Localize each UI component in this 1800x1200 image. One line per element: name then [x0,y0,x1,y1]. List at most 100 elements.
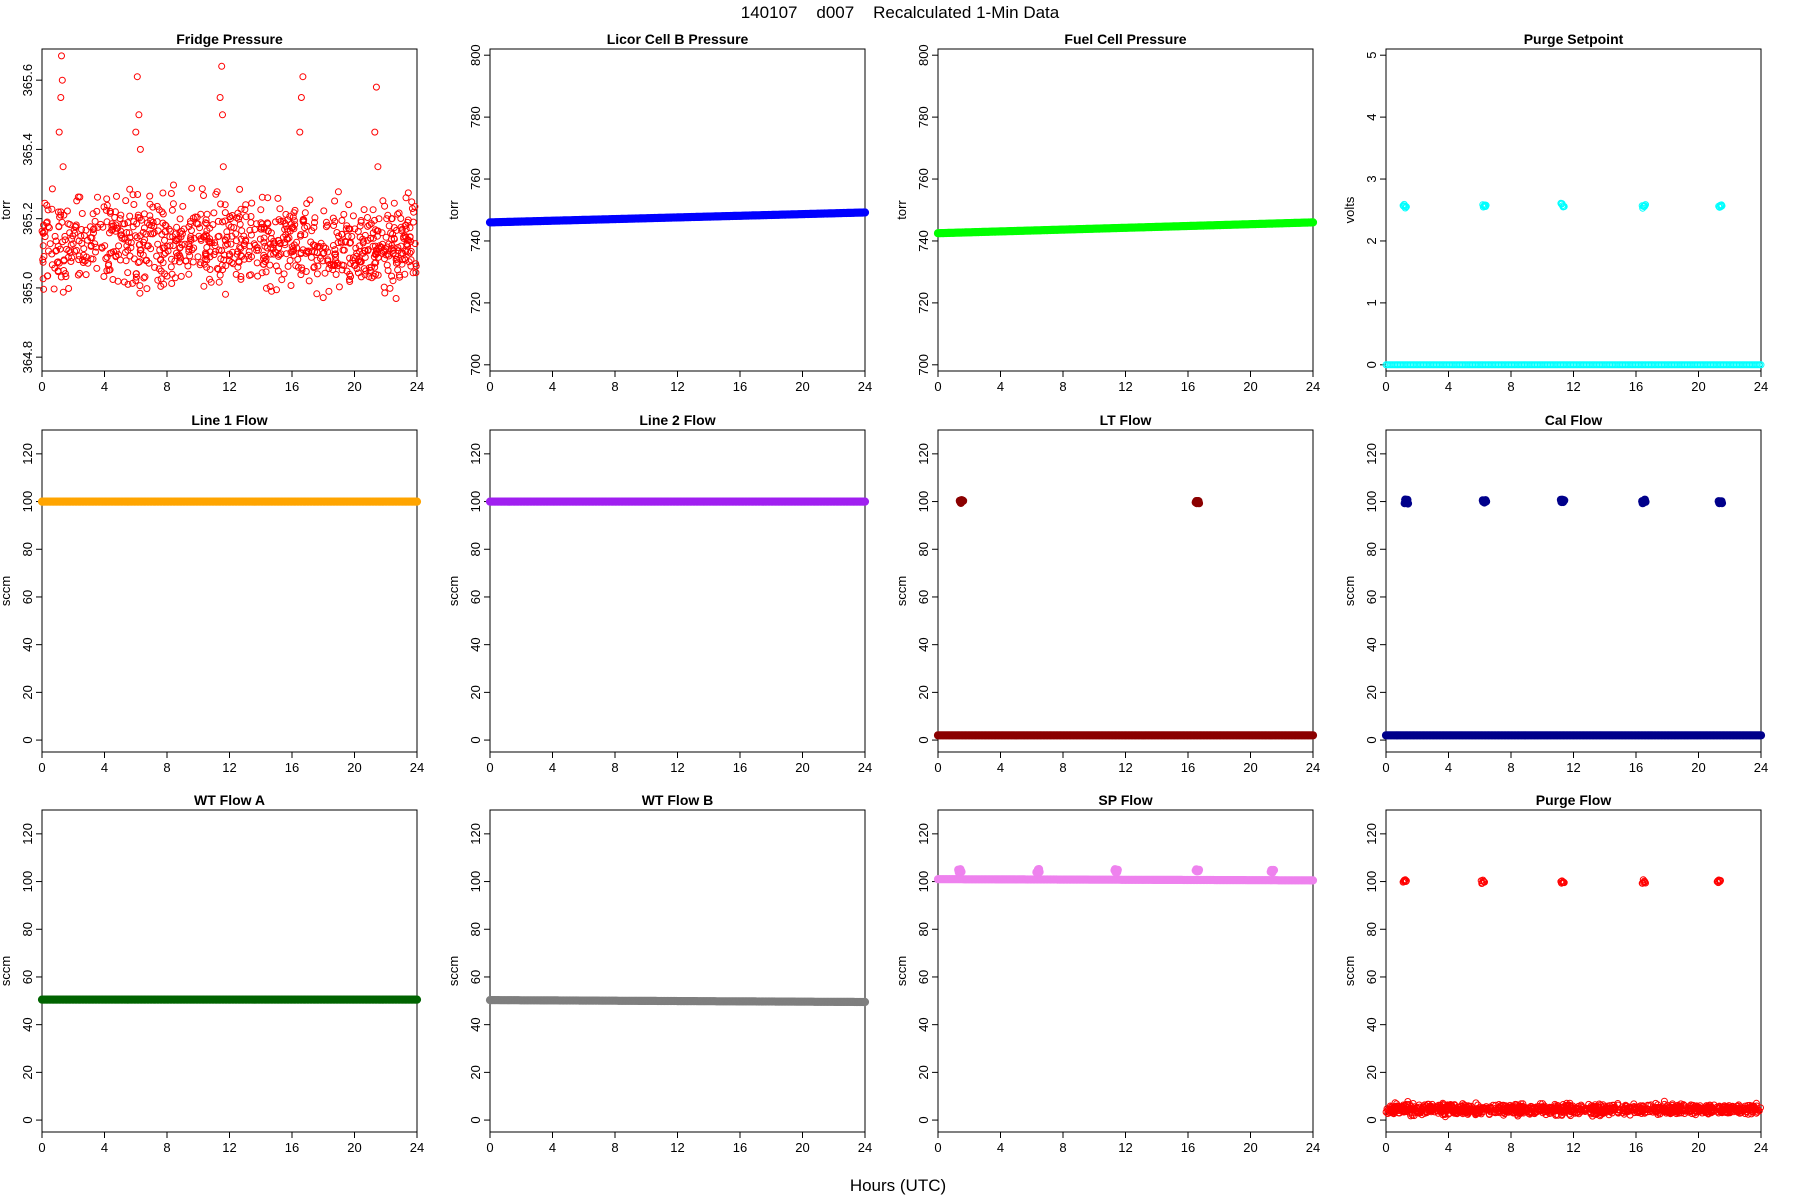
y-tick-label: 0 [1364,736,1379,743]
data-point [337,239,345,247]
data-point [329,242,337,249]
data-point [141,273,149,281]
x-tick-label: 4 [101,760,108,775]
y-tick-label: 120 [20,443,35,465]
data-point [324,248,332,256]
data-point [364,214,371,221]
data-point [130,218,138,226]
y-axis-label: sccm [0,576,13,606]
x-tick-label: 0 [1382,760,1389,775]
data-point [287,248,295,256]
x-tick-label: 4 [1445,760,1452,775]
data-point [331,250,339,258]
data-point [154,276,162,284]
data-point [332,257,340,265]
data-point [114,224,122,232]
data-point [289,223,297,231]
data-point [159,244,167,252]
x-tick-label: 8 [611,1140,618,1155]
x-tick-label: 20 [347,760,361,775]
data-point [102,255,110,263]
data-point [161,236,168,244]
data-point [260,234,268,242]
data-point [313,249,321,257]
data-point [294,255,302,263]
data-point [352,244,360,252]
data-point [372,270,380,278]
data-point [396,273,404,281]
data-point [80,232,88,240]
data-point [157,256,164,264]
data-point [257,225,265,233]
data-point [310,263,318,271]
data-point [261,253,269,261]
data-point [335,232,343,240]
y-tick-label: 365.6 [20,64,35,97]
x-tick-label: 4 [549,379,556,394]
x-tick-label: 12 [1118,1140,1132,1155]
x-tick-label: 8 [163,379,170,394]
y-tick-label: 760 [468,168,483,190]
data-point [381,255,388,263]
data-point [324,257,332,265]
data-point [390,199,398,207]
data-point [197,210,205,218]
data-point [331,218,339,225]
data-point [170,181,177,189]
data-point [228,259,236,266]
data-point [39,229,47,237]
data-point [313,290,321,298]
plot-frame [41,809,418,1133]
data-point [332,253,339,261]
data-point [185,223,193,231]
data-point [40,285,48,293]
x-tick-label: 8 [1507,760,1514,775]
data-point [297,271,305,279]
data-point [176,215,184,223]
data-point [185,270,193,278]
data-point [303,222,311,230]
x-tick-label: 20 [347,379,361,394]
data-point [48,205,56,213]
data-point [108,249,116,257]
data-point [136,289,144,297]
data-point [311,242,319,250]
y-axis-label: sccm [446,576,461,606]
data-point [92,243,100,251]
data-point [392,252,399,259]
x-tick-label: 0 [1382,379,1389,394]
data-point [44,272,52,280]
data-point [55,259,63,267]
data-point [237,275,245,283]
data-point [203,232,211,240]
data-point [299,73,307,81]
y-tick-label: 0 [468,1116,483,1123]
data-point [176,258,183,266]
data-point [154,240,162,248]
data-point [115,242,123,250]
x-tick-label: 12 [1566,1140,1580,1155]
y-tick-label: 40 [1364,637,1379,651]
y-axis-label: torr [446,200,461,220]
data-point [176,243,184,251]
y-tick-label: 740 [468,230,483,252]
data-point [398,225,406,233]
data-point [64,253,72,261]
data-point [168,255,175,263]
x-tick-label: 24 [410,1140,424,1155]
data-point [73,246,80,254]
data-point [94,193,101,201]
data-point [361,231,369,239]
y-tick-label: 80 [468,542,483,556]
x-tick-label: 0 [934,379,941,394]
y-tick-label: 100 [468,491,483,513]
data-point [275,244,283,252]
y-tick-label: 100 [916,491,931,513]
x-tick-label: 16 [733,379,747,394]
data-point [408,205,416,212]
x-tick-label: 0 [1382,1140,1389,1155]
data-point [227,240,235,248]
data-point [122,248,129,256]
